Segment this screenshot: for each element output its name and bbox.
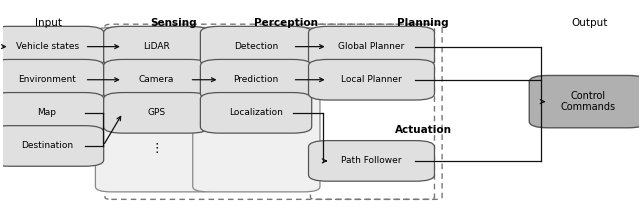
FancyBboxPatch shape [308,141,435,181]
Text: Input: Input [35,18,63,28]
FancyBboxPatch shape [0,26,104,67]
FancyBboxPatch shape [308,26,435,67]
Text: Control
Commands: Control Commands [561,91,616,112]
FancyBboxPatch shape [193,27,320,192]
Text: Map: Map [38,108,56,117]
Text: Detection: Detection [234,42,278,51]
FancyBboxPatch shape [200,26,312,67]
Text: Vehicle states: Vehicle states [15,42,79,51]
FancyBboxPatch shape [104,26,209,67]
Text: Output: Output [572,18,608,28]
Text: Local Planner: Local Planner [341,75,402,84]
Text: Path Follower: Path Follower [341,156,402,165]
FancyBboxPatch shape [529,75,640,128]
Text: LiDAR: LiDAR [143,42,170,51]
Text: GPS: GPS [147,108,165,117]
FancyBboxPatch shape [0,126,104,166]
Text: Sensing: Sensing [150,18,197,28]
FancyBboxPatch shape [104,92,209,133]
Text: Prediction: Prediction [234,75,278,84]
FancyBboxPatch shape [200,92,312,133]
FancyBboxPatch shape [0,59,104,100]
Text: ⋮: ⋮ [150,142,163,155]
FancyBboxPatch shape [104,59,209,100]
FancyBboxPatch shape [0,92,104,133]
Text: Environment: Environment [18,75,76,84]
Text: Perception: Perception [254,18,318,28]
FancyBboxPatch shape [95,27,216,192]
FancyBboxPatch shape [308,59,435,100]
Text: Global Planner: Global Planner [339,42,404,51]
Text: Destination: Destination [21,141,73,150]
Text: Planning: Planning [397,18,449,28]
Text: Camera: Camera [138,75,174,84]
Text: Actuation: Actuation [394,125,452,135]
FancyBboxPatch shape [200,59,312,100]
Text: Localization: Localization [229,108,283,117]
